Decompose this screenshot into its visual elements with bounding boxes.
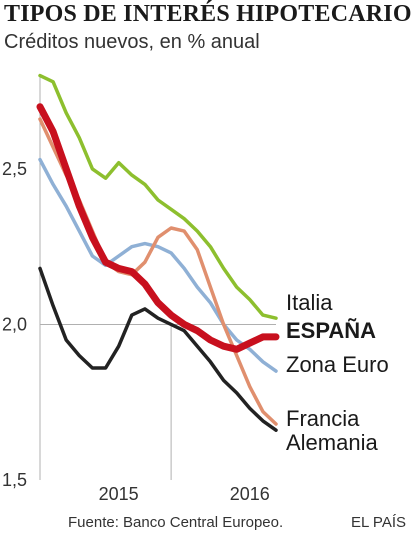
source-note: Fuente: Banco Central Europeo. — [68, 514, 284, 531]
axis-layer: 1,5 2,0 2,5 2015 2016 — [2, 159, 270, 504]
series-line-italia — [38, 73, 278, 320]
series-layer — [36, 73, 280, 432]
series-label: Francia — [286, 406, 360, 431]
series-label: Zona Euro — [286, 352, 389, 377]
x-tick-label: 2015 — [99, 484, 139, 504]
series-line-españa — [36, 103, 280, 353]
publisher-brand: EL PAÍS — [350, 514, 406, 531]
series-label: Italia — [286, 290, 333, 315]
x-tick-label: 2016 — [230, 484, 270, 504]
y-tick-label: 2,5 — [2, 159, 27, 179]
series-line-zona-euro — [38, 157, 278, 373]
grid-layer — [39, 75, 276, 480]
y-tick-label: 2,0 — [2, 314, 27, 334]
chart-title: TIPOS DE INTERÉS HIPOTECARIO — [4, 1, 412, 27]
line-chart: 1,5 2,0 2,5 2015 2016 Italia ESPAÑA Zona Euro F… — [2, 73, 389, 504]
y-tick-label: 1,5 — [2, 470, 27, 490]
series-label: ESPAÑA — [286, 318, 376, 343]
chart-subtitle: Créditos nuevos, en % anual — [4, 31, 260, 53]
series-line-francia — [38, 117, 278, 426]
series-label: Alemania — [286, 430, 378, 455]
series-line-alemania — [38, 266, 278, 432]
